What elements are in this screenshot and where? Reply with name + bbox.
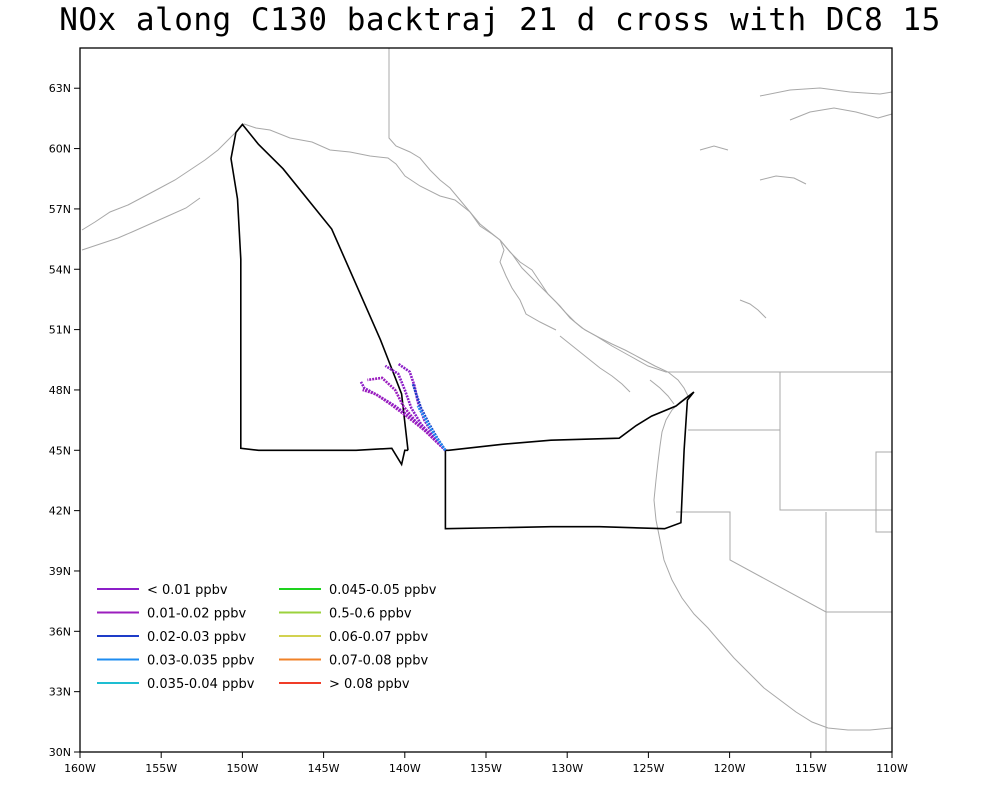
y-tick-label: 39N <box>49 565 71 578</box>
legend-label: > 0.08 ppbv <box>329 677 410 692</box>
legend-label: 0.03-0.035 ppbv <box>147 654 255 669</box>
y-tick-label: 63N <box>49 82 71 95</box>
x-tick-label: 150W <box>226 762 258 775</box>
x-tick-label: 135W <box>470 762 502 775</box>
legend-label: 0.045-0.05 ppbv <box>329 583 437 598</box>
legend-label: 0.06-0.07 ppbv <box>329 630 428 645</box>
trajectory-4 <box>362 388 447 452</box>
trajectory-2 <box>367 376 447 452</box>
y-tick-label: 30N <box>49 746 71 759</box>
x-tick-label: 155W <box>145 762 177 775</box>
x-tick-label: 110W <box>876 762 908 775</box>
x-tick-label: 125W <box>632 762 664 775</box>
trajectories <box>359 362 447 452</box>
flight-track-west <box>230 123 409 467</box>
legend: < 0.01 ppbv 0.01-0.02 ppbv 0.02-0.03 ppbv 0… <box>97 583 437 692</box>
legend-label: 0.035-0.04 ppbv <box>147 677 255 692</box>
x-axis: 160W 155W 150W 145W 140W 135W 130W 125W 120W 115W… <box>64 752 908 775</box>
x-tick-label: 130W <box>551 762 583 775</box>
trajectory-7 <box>416 405 447 452</box>
x-tick-label: 160W <box>64 762 96 775</box>
political-borders <box>388 48 893 752</box>
y-tick-label: 42N <box>49 505 71 518</box>
y-tick-label: 33N <box>49 686 71 699</box>
plot-area <box>81 48 893 752</box>
legend-label: 0.07-0.08 ppbv <box>329 654 428 669</box>
legend-label: 0.02-0.03 ppbv <box>147 630 246 645</box>
x-tick-label: 120W <box>714 762 746 775</box>
y-tick-label: 51N <box>49 324 71 337</box>
y-tick-label: 48N <box>49 384 71 397</box>
map-title: NOx along C130 backtraj 21 d cross with … <box>59 2 941 38</box>
legend-label: < 0.01 ppbv <box>147 583 228 598</box>
flight-track-east <box>444 391 695 530</box>
x-tick-label: 145W <box>308 762 340 775</box>
x-tick-label: 115W <box>795 762 827 775</box>
x-tick-label: 140W <box>389 762 421 775</box>
y-tick-label: 57N <box>49 203 71 216</box>
plot-frame <box>79 47 893 753</box>
trajectory-3 <box>359 381 447 452</box>
y-tick-label: 45N <box>49 444 71 457</box>
y-tick-label: 60N <box>49 143 71 156</box>
y-tick-label: 36N <box>49 625 71 638</box>
y-axis: 30N 33N 36N 39N 42N 45N 48N 51N 54N 57N 60N 63N <box>49 82 80 759</box>
legend-label: 0.5-0.6 ppbv <box>329 607 412 622</box>
coastline <box>81 87 893 731</box>
y-tick-label: 54N <box>49 263 71 276</box>
legend-label: 0.01-0.02 ppbv <box>147 607 246 622</box>
